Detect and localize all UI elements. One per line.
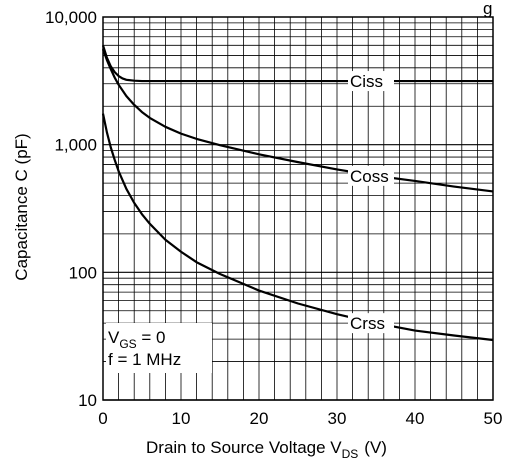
series-label-coss: Coss [350,167,389,186]
x-axis-title-unit: (V) [364,438,387,457]
y-tick-label: 10 [78,391,97,410]
conditions-line-2: f = 1 MHz [108,350,181,369]
series-label-bg-ciss [348,71,394,92]
x-axis-title-sub: DS [342,447,359,461]
y-axis-title: Capacitance C (pF) [12,133,31,280]
y-tick-label: 10,000 [45,8,97,27]
x-axis-title-main: Drain to Source Voltage V [146,438,342,457]
conditions-vgs-main: V [108,328,120,347]
conditions-annotation: VGS = 0 f = 1 MHz [106,323,212,373]
plot-border [102,16,494,401]
chart-title-fragment: g [483,0,492,18]
conditions-vgs-sub: GS [119,337,136,351]
conditions-box [106,323,212,373]
x-tick-label: 30 [328,409,347,428]
y-tick-label: 100 [69,263,97,282]
series-label-bg-coss [348,165,394,186]
series-line-crss [101,113,494,342]
series-label-bg-crss [348,313,394,334]
series-line-ciss [101,44,493,83]
x-tick-label: 0 [98,409,107,428]
series-layer [101,44,494,342]
conditions-vgs-rest: = 0 [137,328,166,347]
x-tick-label: 20 [250,409,269,428]
x-axis-title: Drain to Source Voltage VDS (V) [146,438,387,461]
x-tick-label: 40 [406,409,425,428]
series-label-ciss: Ciss [350,72,383,91]
y-tick-label: 1,000 [54,136,97,155]
x-tick-label: 10 [172,409,191,428]
x-tick-label: 50 [484,409,503,428]
labels-layer: Ciss Coss Crss [348,71,394,334]
series-label-crss: Crss [350,314,385,333]
conditions-line-1: VGS = 0 [108,328,166,351]
series-line-coss [101,48,494,193]
